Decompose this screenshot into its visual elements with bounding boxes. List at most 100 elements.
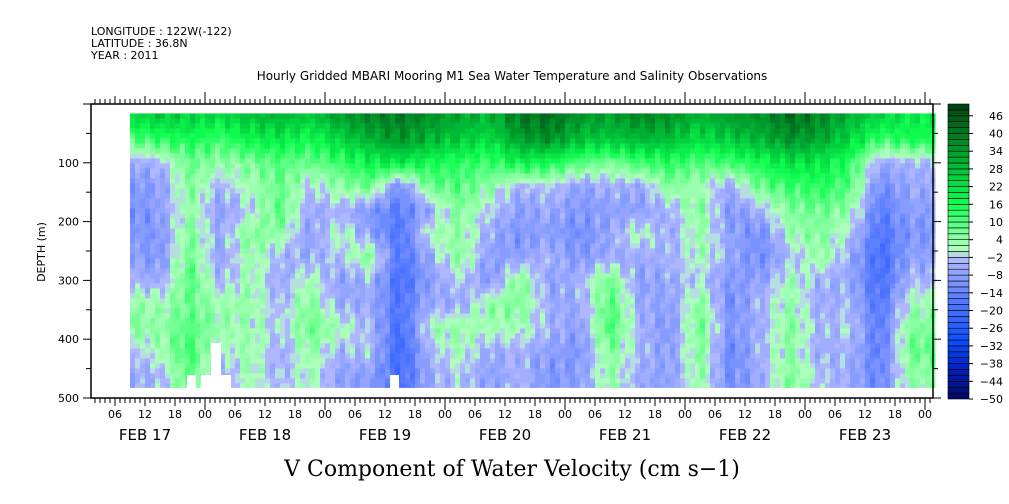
heatmap-cell — [585, 133, 591, 139]
heatmap-cell — [900, 233, 906, 239]
heatmap-cell — [865, 203, 871, 209]
heatmap-cell — [265, 223, 271, 229]
heatmap-cell — [395, 183, 401, 189]
heatmap-cell — [340, 128, 346, 134]
heatmap-cell — [520, 208, 526, 214]
heatmap-cell — [745, 118, 751, 124]
heatmap-cell — [180, 263, 186, 269]
heatmap-cell — [695, 228, 701, 234]
heatmap-cell — [425, 198, 431, 204]
heatmap-cell — [440, 143, 446, 149]
heatmap-cell — [270, 203, 276, 209]
heatmap-cell — [835, 243, 841, 249]
heatmap-cell — [185, 123, 191, 129]
heatmap-cell — [340, 228, 346, 234]
heatmap-cell — [765, 168, 771, 174]
heatmap-cell — [360, 133, 366, 139]
heatmap-cell — [205, 183, 211, 189]
heatmap-cell — [745, 258, 751, 264]
heatmap-cell — [635, 163, 641, 169]
heatmap-cell — [820, 173, 826, 179]
heatmap-cell — [610, 173, 616, 179]
heatmap-cell — [745, 168, 751, 174]
heatmap-cell — [320, 238, 326, 244]
heatmap-cell — [610, 148, 616, 154]
heatmap-cell — [360, 128, 366, 134]
heatmap-cell — [130, 248, 136, 254]
heatmap-cell — [265, 133, 271, 139]
heatmap-cell — [795, 248, 801, 254]
heatmap-cell — [635, 193, 641, 199]
heatmap-cell — [620, 223, 626, 229]
heatmap-cell — [225, 168, 231, 174]
heatmap-cell — [300, 203, 306, 209]
heatmap-cell — [695, 178, 701, 184]
heatmap-cell — [525, 113, 531, 119]
heatmap-cell — [875, 138, 881, 144]
heatmap-cell — [495, 258, 501, 264]
heatmap-cell — [890, 133, 896, 139]
heatmap-cell — [170, 193, 176, 199]
heatmap-cell — [200, 193, 206, 199]
heatmap-cell — [340, 203, 346, 209]
heatmap-cell — [905, 168, 911, 174]
heatmap-cell — [175, 143, 181, 149]
heatmap-cell — [400, 118, 406, 124]
heatmap-cell — [715, 158, 721, 164]
heatmap-cell — [130, 128, 136, 134]
heatmap-cell — [545, 243, 551, 249]
heatmap-cell — [600, 138, 606, 144]
heatmap-cell — [610, 228, 616, 234]
heatmap-cell — [165, 193, 171, 199]
heatmap-cell — [675, 253, 681, 259]
heatmap-cell — [330, 128, 336, 134]
heatmap-cell — [475, 248, 481, 254]
heatmap-cell — [440, 133, 446, 139]
heatmap-cell — [890, 123, 896, 129]
heatmap-cell — [850, 198, 856, 204]
heatmap-cell — [230, 243, 236, 249]
heatmap-cell — [605, 248, 611, 254]
heatmap-cell — [160, 168, 166, 174]
heatmap-cell — [835, 248, 841, 254]
heatmap-cell — [570, 213, 576, 219]
heatmap-cell — [690, 163, 696, 169]
heatmap-cell — [465, 163, 471, 169]
heatmap-cell — [595, 153, 601, 159]
heatmap-cell — [255, 188, 261, 194]
heatmap-cell — [725, 188, 731, 194]
heatmap-cell — [405, 158, 411, 164]
heatmap-cell — [750, 263, 756, 269]
heatmap-cell — [695, 243, 701, 249]
heatmap-cell — [410, 168, 416, 174]
heatmap-cell — [440, 213, 446, 219]
heatmap-cell — [350, 123, 356, 129]
heatmap-cell — [810, 128, 816, 134]
heatmap-cell — [790, 193, 796, 199]
heatmap-cell — [170, 183, 176, 189]
heatmap-cell — [140, 183, 146, 189]
heatmap-cell — [130, 258, 136, 264]
heatmap-cell — [425, 218, 431, 224]
heatmap-cell — [770, 208, 776, 214]
heatmap-cell — [810, 253, 816, 259]
heatmap-cell — [275, 153, 281, 159]
heatmap-cell — [765, 158, 771, 164]
heatmap-cell — [300, 158, 306, 164]
heatmap-cell — [680, 148, 686, 154]
heatmap-cell — [370, 148, 376, 154]
heatmap-cell — [840, 178, 846, 184]
heatmap-cell — [145, 238, 151, 244]
heatmap-cell — [485, 128, 491, 134]
heatmap-cell — [785, 248, 791, 254]
heatmap-cell — [250, 178, 256, 184]
heatmap-cell — [390, 123, 396, 129]
heatmap-cell — [400, 113, 406, 119]
heatmap-cell — [415, 263, 421, 269]
heatmap-cell — [135, 243, 141, 249]
heatmap-cell — [445, 188, 451, 194]
heatmap-cell — [140, 253, 146, 259]
heatmap-cell — [455, 188, 461, 194]
heatmap-cell — [250, 143, 256, 149]
heatmap-cell — [640, 223, 646, 229]
